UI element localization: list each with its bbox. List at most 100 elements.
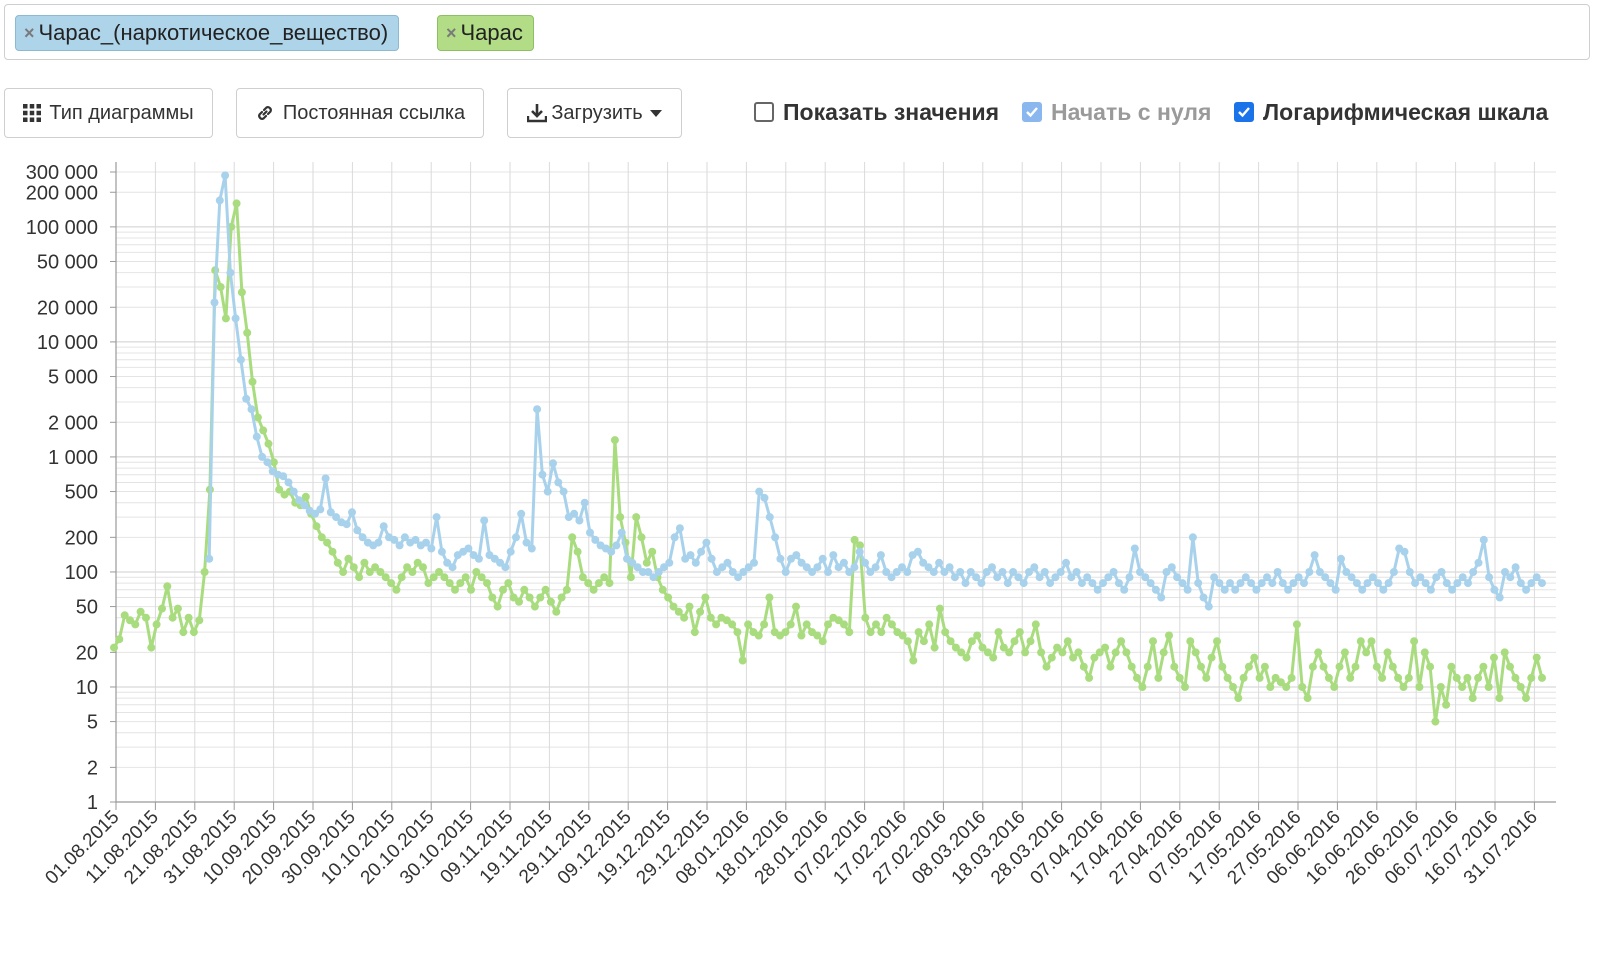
data-point xyxy=(580,498,589,507)
start-zero-checkbox[interactable] xyxy=(1022,102,1042,122)
data-point xyxy=(1448,585,1457,594)
data-point xyxy=(1154,673,1163,682)
log-scale-checkbox[interactable] xyxy=(1234,102,1254,122)
data-point xyxy=(966,568,975,576)
tag-input[interactable]: × Чарас_(наркотическое_вещество) × Чарас xyxy=(4,4,1590,60)
data-point xyxy=(648,547,657,556)
data-point xyxy=(1405,568,1414,576)
data-point xyxy=(1106,662,1115,671)
data-point xyxy=(1030,563,1039,572)
tag-charas-substance[interactable]: × Чарас_(наркотическое_вещество) xyxy=(15,15,400,51)
y-tick-label: 2 xyxy=(87,757,98,779)
data-point xyxy=(1324,673,1333,682)
data-point xyxy=(685,602,694,611)
data-point xyxy=(1511,673,1520,682)
data-point xyxy=(1162,568,1171,576)
download-button[interactable]: Загрузить xyxy=(507,88,682,138)
data-point xyxy=(456,579,465,588)
data-point xyxy=(554,478,563,487)
data-point xyxy=(951,643,960,652)
data-point xyxy=(1479,662,1488,671)
data-point xyxy=(856,541,864,550)
show-values-option[interactable]: Показать значения xyxy=(754,96,999,128)
data-point xyxy=(496,558,505,567)
data-point xyxy=(1077,579,1086,588)
chart-type-button[interactable]: Тип диаграммы xyxy=(4,88,213,138)
data-point xyxy=(1188,533,1197,542)
data-point xyxy=(1207,653,1216,662)
data-point xyxy=(989,653,998,662)
permalink-button[interactable]: Постоянная ссылка xyxy=(236,88,484,138)
data-point xyxy=(1410,637,1419,646)
data-point xyxy=(1374,579,1382,588)
data-point xyxy=(413,558,422,567)
data-point xyxy=(850,535,859,544)
y-tick-label: 200 xyxy=(65,527,98,549)
data-point xyxy=(1046,579,1055,588)
data-point xyxy=(158,604,166,613)
chevron-down-icon xyxy=(649,109,662,117)
data-point xyxy=(344,554,353,563)
data-point xyxy=(562,585,571,594)
data-point xyxy=(1252,585,1261,594)
data-point xyxy=(723,558,732,567)
data-point xyxy=(1404,673,1413,682)
data-point xyxy=(467,585,475,594)
data-point xyxy=(1035,573,1044,582)
data-point xyxy=(1479,535,1488,544)
y-tick-label: 2 000 xyxy=(48,412,98,434)
data-point xyxy=(1025,568,1033,576)
show-values-checkbox[interactable] xyxy=(754,102,774,122)
data-point xyxy=(1432,573,1441,582)
data-point xyxy=(660,563,668,572)
data-point xyxy=(1062,558,1070,567)
data-point xyxy=(744,620,753,629)
tag-charas[interactable]: × Чарас xyxy=(437,15,534,51)
data-point xyxy=(1197,662,1205,671)
data-point xyxy=(903,568,912,576)
data-point xyxy=(850,563,859,572)
data-point xyxy=(1111,648,1120,657)
data-point xyxy=(1236,579,1245,588)
data-point xyxy=(552,607,561,616)
data-point xyxy=(584,579,593,588)
data-point xyxy=(1372,662,1381,671)
data-point xyxy=(295,496,304,505)
data-point xyxy=(279,472,288,481)
data-point xyxy=(1426,585,1435,594)
data-point xyxy=(914,628,923,637)
data-point xyxy=(549,459,557,468)
data-point xyxy=(1069,653,1078,662)
data-point xyxy=(1250,653,1259,662)
data-point xyxy=(728,568,737,576)
permalink-label: Постоянная ссылка xyxy=(282,101,466,124)
start-zero-option[interactable]: Начать с нуля xyxy=(1022,96,1211,128)
data-point xyxy=(390,535,399,544)
data-point xyxy=(941,628,950,637)
data-point xyxy=(632,513,641,522)
data-point xyxy=(1378,673,1387,682)
data-point xyxy=(594,579,603,588)
remove-tag-icon[interactable]: × xyxy=(24,22,35,43)
remove-tag-icon[interactable]: × xyxy=(446,22,457,43)
data-point xyxy=(1063,637,1072,646)
data-point xyxy=(573,547,582,556)
y-tick-label: 1 xyxy=(87,792,98,814)
data-point xyxy=(1117,637,1126,646)
data-point xyxy=(946,637,955,646)
data-point xyxy=(1040,568,1049,576)
data-point xyxy=(1367,637,1376,646)
data-point xyxy=(226,268,235,277)
data-point xyxy=(392,585,401,594)
data-point xyxy=(644,568,653,576)
data-point xyxy=(131,620,140,629)
data-point xyxy=(300,501,309,510)
data-point xyxy=(1420,648,1429,657)
data-point xyxy=(642,558,651,567)
data-point xyxy=(824,568,832,576)
data-point xyxy=(501,563,510,572)
log-scale-option[interactable]: Логарифмическая шкала xyxy=(1234,96,1548,128)
data-point xyxy=(1181,683,1189,691)
data-point xyxy=(1095,648,1104,657)
data-point xyxy=(557,593,566,602)
